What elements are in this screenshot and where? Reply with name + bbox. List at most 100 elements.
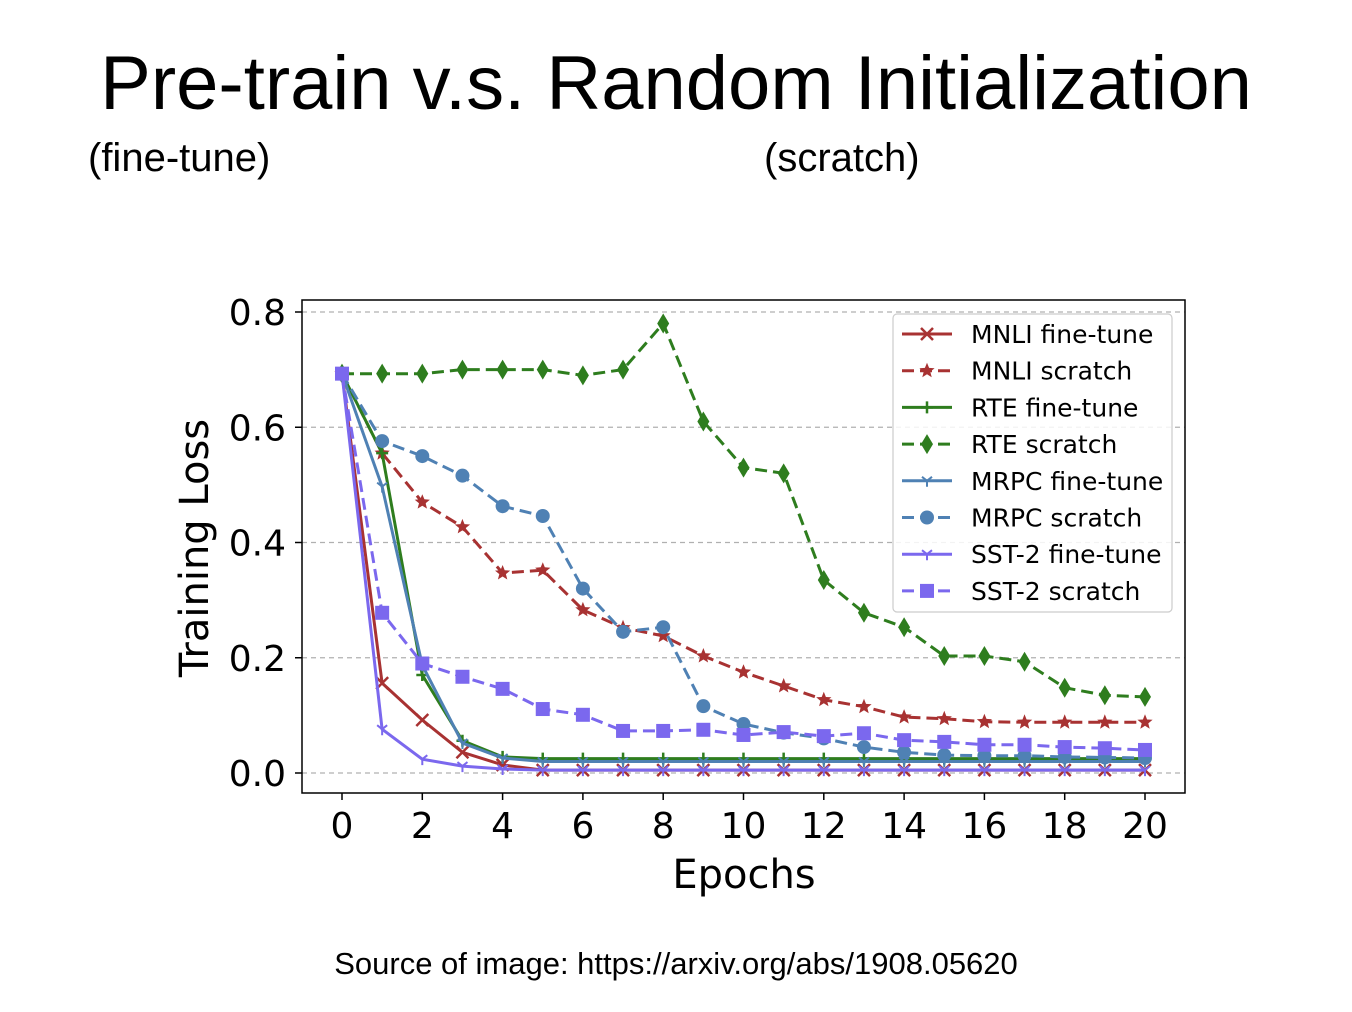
legend-marker bbox=[921, 434, 933, 455]
legend-marker bbox=[921, 549, 933, 561]
data-point bbox=[415, 713, 430, 727]
data-point bbox=[375, 605, 390, 620]
data-point bbox=[697, 765, 709, 777]
y-tick-label: 0.4 bbox=[229, 524, 286, 565]
data-point bbox=[657, 765, 669, 777]
data-point bbox=[376, 481, 388, 493]
x-tick-label: 16 bbox=[961, 806, 1007, 847]
legend: MNLI fine-tune MNLI scratch RTE fine-tune R… bbox=[892, 313, 1173, 613]
data-point bbox=[896, 709, 912, 724]
x-tick-label: 18 bbox=[1042, 806, 1088, 847]
data-point bbox=[456, 761, 469, 773]
data-point bbox=[536, 359, 549, 380]
data-point bbox=[416, 363, 429, 384]
data-point bbox=[697, 756, 709, 768]
y-axis-label: Training Loss bbox=[172, 419, 218, 678]
data-point bbox=[977, 737, 992, 752]
data-point bbox=[856, 726, 871, 741]
data-point bbox=[937, 748, 952, 763]
data-point bbox=[978, 646, 991, 667]
data-point bbox=[776, 678, 792, 693]
data-point bbox=[976, 713, 992, 729]
data-point bbox=[496, 753, 509, 765]
data-point bbox=[897, 745, 912, 760]
data-point bbox=[575, 707, 590, 722]
data-point bbox=[1059, 765, 1071, 777]
series-line bbox=[340, 372, 1146, 760]
data-point bbox=[898, 617, 911, 638]
legend-entry: RTE scratch bbox=[902, 430, 1117, 459]
data-point bbox=[575, 581, 590, 596]
legend-marker bbox=[920, 327, 934, 341]
data-point bbox=[816, 691, 832, 707]
data-point bbox=[616, 624, 631, 639]
data-point bbox=[496, 764, 509, 775]
data-point bbox=[938, 646, 951, 667]
data-point bbox=[656, 723, 671, 738]
data-point bbox=[1018, 651, 1031, 672]
data-point bbox=[577, 756, 589, 768]
legend-label: MRPC fine-tune bbox=[971, 467, 1163, 496]
data-point bbox=[535, 702, 550, 717]
data-point bbox=[454, 518, 471, 534]
subtitle-scratch: (scratch) bbox=[764, 136, 920, 180]
data-point bbox=[735, 664, 752, 679]
slide-title: Pre-train v.s. Random Initialization bbox=[100, 41, 1252, 126]
data-point bbox=[1138, 742, 1152, 757]
legend-label: MRPC scratch bbox=[971, 504, 1142, 533]
data-point bbox=[737, 765, 750, 777]
data-point bbox=[737, 457, 750, 478]
data-point bbox=[1018, 765, 1031, 777]
data-point bbox=[938, 765, 950, 777]
data-point bbox=[857, 602, 870, 623]
data-point bbox=[376, 447, 389, 460]
legend-label: RTE fine-tune bbox=[971, 393, 1138, 422]
series-rte-scratch bbox=[336, 313, 1151, 707]
data-point bbox=[495, 499, 510, 514]
data-point bbox=[1017, 737, 1032, 752]
y-tick-label: 0.6 bbox=[229, 408, 286, 449]
series-sst-2-scratch bbox=[335, 366, 1152, 757]
data-point bbox=[1098, 685, 1111, 706]
data-point bbox=[818, 756, 830, 768]
data-point bbox=[537, 765, 549, 777]
data-point bbox=[535, 508, 550, 523]
data-point bbox=[1137, 714, 1153, 729]
source-caption: Source of image: https://arxiv.org/abs/1… bbox=[334, 946, 1018, 981]
data-point bbox=[778, 756, 790, 768]
legend-marker bbox=[920, 583, 934, 598]
data-point bbox=[1139, 765, 1151, 777]
data-point bbox=[737, 756, 750, 768]
data-point bbox=[456, 359, 469, 380]
data-point bbox=[1016, 714, 1033, 729]
y-tick-label: 0.2 bbox=[229, 639, 286, 680]
data-point bbox=[736, 727, 751, 742]
x-tick-label: 8 bbox=[652, 806, 675, 847]
data-point bbox=[496, 359, 509, 380]
data-point bbox=[776, 725, 791, 740]
data-point bbox=[1017, 748, 1032, 763]
data-point bbox=[535, 562, 551, 577]
data-point bbox=[495, 565, 511, 580]
data-point bbox=[858, 765, 870, 777]
legend-entry: MNLI fine-tune bbox=[902, 320, 1153, 349]
data-point bbox=[455, 669, 470, 684]
data-point bbox=[656, 620, 671, 635]
legend-entry: SST-2 scratch bbox=[902, 577, 1140, 606]
data-point bbox=[898, 765, 910, 777]
legend-box bbox=[892, 313, 1173, 613]
data-point bbox=[455, 745, 470, 760]
data-point bbox=[897, 733, 912, 748]
data-point bbox=[1097, 741, 1112, 756]
data-point bbox=[415, 449, 430, 464]
data-point bbox=[617, 359, 630, 380]
data-point bbox=[937, 734, 952, 749]
data-point bbox=[617, 765, 629, 777]
data-point bbox=[1057, 714, 1073, 729]
data-point bbox=[816, 729, 831, 744]
data-point bbox=[415, 656, 430, 671]
legend-marker bbox=[920, 510, 934, 525]
data-point bbox=[657, 313, 670, 334]
legend-marker bbox=[921, 401, 933, 414]
data-point bbox=[456, 738, 469, 750]
